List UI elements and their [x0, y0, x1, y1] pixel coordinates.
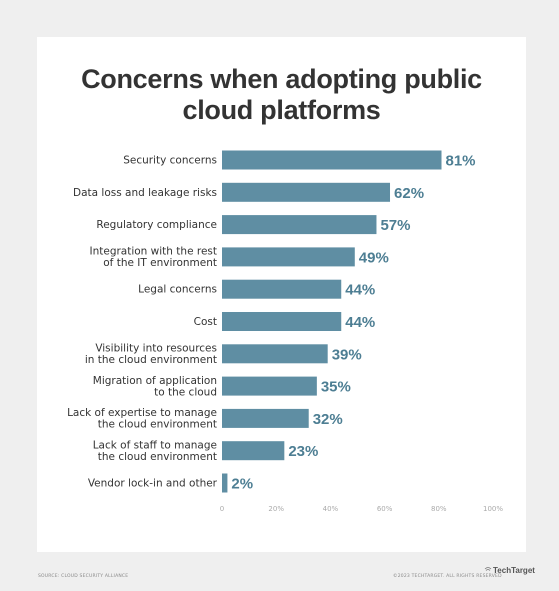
chart-title-line-1: Concerns when adopting public	[81, 64, 482, 94]
bar-5	[222, 312, 342, 331]
x-tick-label-4: 80%	[431, 505, 447, 513]
bar-0	[222, 150, 442, 170]
value-label-7: 35%	[321, 379, 351, 396]
category-label-10: Vendor lock-in and other	[88, 478, 218, 490]
bar-3	[222, 247, 355, 267]
category-label-3: Integration with the rest of the IT envir…	[89, 246, 217, 270]
category-label-2: Regulatory compliance	[96, 219, 217, 231]
category-label-5: Cost	[194, 316, 217, 328]
source-note: SOURCE: CLOUD SECURITY ALLIANCE	[38, 574, 129, 579]
value-label-4: 44%	[345, 282, 375, 299]
bar-9	[222, 441, 285, 461]
bar-10	[222, 473, 228, 493]
techtarget-logo-icon	[484, 567, 492, 571]
value-label-10: 2%	[231, 476, 253, 493]
category-label-1: Data loss and leakage risks	[73, 187, 217, 199]
value-label-3: 49%	[359, 249, 389, 266]
bar-7	[222, 376, 317, 396]
chart-title-line-2: cloud platforms	[182, 95, 381, 125]
category-label-7: Migration of application to the cloud	[93, 375, 217, 399]
brand-logo: TechTarget	[493, 566, 535, 575]
bar-2	[222, 215, 377, 235]
x-tick-label-2: 40%	[323, 505, 339, 513]
copyright-note: ©2023 TECHTARGET. ALL RIGHTS RESERVED	[393, 574, 502, 579]
value-label-5: 44%	[345, 314, 375, 331]
value-label-1: 62%	[394, 185, 424, 202]
x-tick-label-5: 100%	[483, 505, 503, 513]
category-label-0: Security concerns	[123, 155, 217, 167]
value-label-8: 32%	[313, 411, 343, 428]
value-label-9: 23%	[288, 443, 318, 460]
x-tick-label-1: 20%	[268, 505, 284, 513]
bar-6	[222, 344, 328, 364]
category-label-6: Visibility into resources in the cloud en…	[85, 343, 217, 367]
chart-title: Concerns when adopting public cloud plat…	[37, 64, 526, 126]
bar-1	[222, 182, 391, 202]
value-label-0: 81%	[446, 153, 476, 170]
bar-8	[222, 408, 309, 428]
x-tick-label-3: 60%	[377, 505, 393, 513]
value-label-6: 39%	[332, 346, 362, 363]
category-label-4: Legal concerns	[138, 284, 217, 296]
value-label-2: 57%	[380, 217, 410, 234]
category-label-9: Lack of staff to manage the cloud environ…	[93, 439, 217, 463]
x-tick-label-0: 0	[220, 505, 224, 513]
category-label-8: Lack of expertise to manage the cloud env…	[67, 407, 217, 431]
bar-4	[222, 279, 342, 299]
